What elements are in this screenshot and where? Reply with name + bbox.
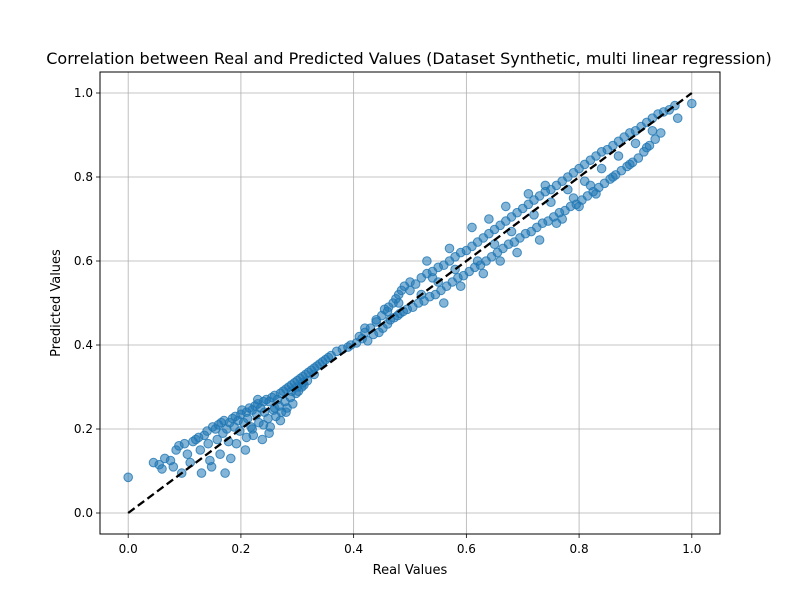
- data-point: [206, 462, 217, 472]
- data-point: [551, 218, 562, 228]
- y-tick-label: 0.0: [74, 506, 93, 520]
- reference-line-group: [127, 92, 693, 514]
- data-point: [242, 413, 253, 424]
- data-point: [613, 151, 624, 161]
- data-point: [168, 462, 179, 472]
- data-point: [215, 449, 225, 460]
- data-point: [523, 189, 534, 199]
- data-point: [439, 298, 449, 308]
- data-point: [203, 438, 213, 449]
- data-point: [410, 279, 421, 289]
- data-point: [534, 235, 545, 245]
- data-point: [258, 420, 269, 430]
- data-point: [568, 193, 579, 203]
- x-axis-label: Real Values: [373, 563, 448, 578]
- data-point: [252, 394, 263, 405]
- data-point: [405, 285, 415, 296]
- data-point: [264, 428, 274, 439]
- data-point: [179, 438, 190, 449]
- data-point: [281, 407, 291, 418]
- data-point: [546, 197, 556, 207]
- data-point: [288, 399, 298, 409]
- x-axis-ticks: 0.0 0.2 0.4 0.6 0.8 1.0: [119, 534, 701, 556]
- data-point: [275, 415, 286, 426]
- data-point: [382, 306, 393, 317]
- data-point: [633, 153, 644, 163]
- data-point: [220, 468, 230, 478]
- data-point: [240, 445, 251, 455]
- reference-line: [127, 92, 693, 514]
- y-tick-label: 0.8: [74, 170, 93, 184]
- data-point: [574, 201, 584, 212]
- data-point: [672, 113, 683, 123]
- data-point: [512, 247, 522, 258]
- data-point: [467, 222, 477, 233]
- data-point: [257, 434, 268, 445]
- y-tick-label: 0.4: [74, 338, 93, 352]
- data-point: [444, 243, 455, 254]
- data-point: [360, 323, 370, 334]
- data-point: [647, 126, 658, 136]
- data-point: [540, 180, 551, 191]
- x-tick-label: 0.8: [570, 542, 589, 556]
- data-point: [247, 424, 257, 434]
- data-point: [608, 172, 618, 182]
- y-axis-label: Predicted Values: [49, 249, 64, 357]
- data-point: [182, 449, 193, 460]
- x-tick-label: 1.0: [682, 542, 701, 556]
- data-point: [596, 163, 607, 174]
- data-point: [478, 268, 489, 279]
- y-axis-ticks: 0.0 0.2 0.4 0.6 0.8 1.0: [74, 86, 100, 520]
- data-point: [455, 281, 466, 292]
- plot-frame: [99, 71, 721, 535]
- data-point: [484, 214, 494, 224]
- data-point: [157, 464, 167, 474]
- data-point: [422, 256, 432, 266]
- data-point: [393, 298, 404, 308]
- data-point: [123, 472, 133, 483]
- data-point: [656, 128, 666, 138]
- data-point: [585, 180, 596, 191]
- y-tick-label: 0.2: [74, 422, 93, 436]
- data-point: [687, 98, 697, 109]
- data-point: [650, 134, 661, 144]
- data-point: [241, 432, 252, 443]
- chart-title: Correlation between Real and Predicted V…: [46, 49, 772, 68]
- x-tick-label: 0.6: [457, 542, 476, 556]
- data-point: [501, 201, 511, 212]
- data-point: [625, 159, 635, 170]
- data-point: [495, 256, 506, 266]
- data-point: [231, 438, 242, 449]
- x-tick-label: 0.2: [231, 542, 250, 556]
- data-point: [641, 142, 652, 153]
- data-point: [212, 434, 222, 445]
- data-point: [591, 189, 601, 199]
- data-point: [362, 336, 373, 346]
- y-tick-label: 1.0: [74, 86, 93, 100]
- data-point: [427, 273, 438, 283]
- data-point: [196, 468, 207, 478]
- data-point: [195, 445, 206, 455]
- data-point: [371, 315, 382, 325]
- x-tick-label: 0.0: [119, 542, 138, 556]
- y-tick-label: 0.6: [74, 254, 93, 268]
- x-tick-label: 0.4: [344, 542, 363, 556]
- data-point: [226, 453, 236, 464]
- data-point: [472, 256, 483, 266]
- data-point: [630, 138, 641, 149]
